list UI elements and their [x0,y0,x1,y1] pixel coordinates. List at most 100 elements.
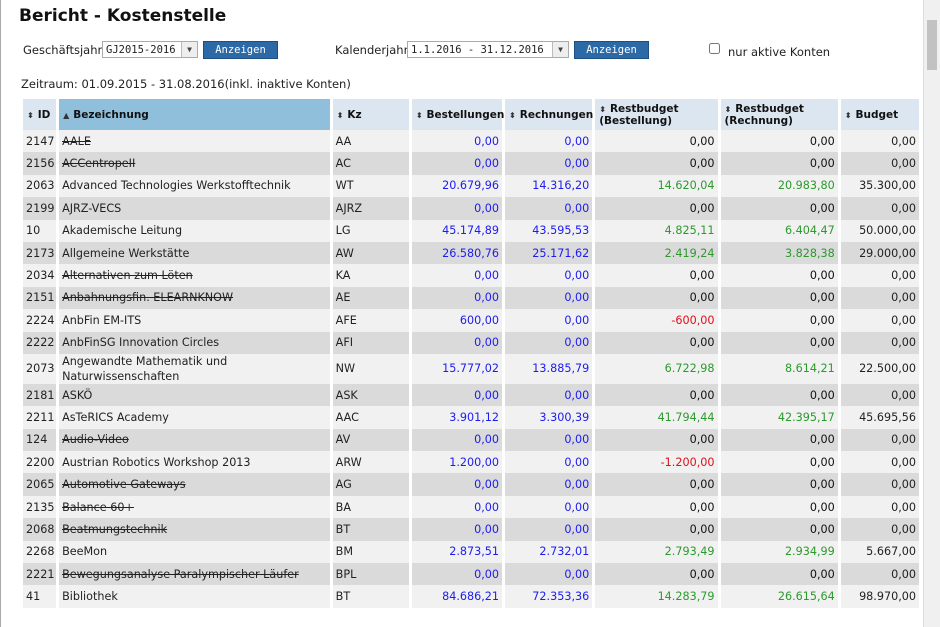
amount-cell: 8.614,21 [720,353,838,384]
amount-cell: 0,00 [720,309,838,332]
table-row[interactable]: 2034 Alternativen zum Löten KA 0,00 0,00 0,00… [23,264,919,287]
table-row[interactable]: 2268 BeeMon BM 2.873,51 2.732,01 2.793,49 2.93… [23,540,919,564]
column-header[interactable]: ⬍ Bestellungen [411,99,504,130]
cell: KA [332,264,409,287]
amount-cell: 0,00 [505,286,593,310]
table-row[interactable]: 2181 ASKÖ ASK 0,00 0,00 0,00 0,00 0,00 [23,383,919,407]
amount-cell: 0,00 [840,331,919,354]
amount-cell: 72.353,36 [505,585,593,608]
amount-cell: 0,00 [840,197,919,220]
table-row[interactable]: 2147 AALE AA 0,00 0,00 0,00 0,00 0,00 [23,130,919,153]
amount-cell: 0,00 [505,309,593,332]
amount-cell: 0,00 [595,152,718,175]
table-row[interactable]: 2068 Beatmungstechnik BT 0,00 0,00 0,00 0,00 0,… [23,518,919,541]
cell: 2151 [23,286,57,310]
sort-icon: ⬍ [724,104,732,114]
column-header[interactable]: ⬍ Rechnungen [505,99,593,130]
amount-cell: 0,00 [840,451,919,474]
name-cell: Akademische Leitung [59,219,330,242]
table-row[interactable]: 2073 Angewandte Mathematik und Naturwisse… [23,353,919,384]
table-row[interactable]: 2156 ACCentropeII AC 0,00 0,00 0,00 0,00 0,00 [23,152,919,175]
table-row[interactable]: 2151 Anbahnungsfin. ELEARNKNOW AE 0,00 0,00 0… [23,286,919,310]
amount-cell: 0,00 [411,152,503,175]
cell: AJRZ [332,197,409,220]
cell: BT [332,585,409,608]
table-row[interactable]: 2173 Allgemeine Werkstätte AW 26.580,76 25.1… [23,241,919,265]
column-header[interactable]: ⬍ Restbudget (Bestellung) [595,99,718,130]
amount-cell: 20.983,80 [720,174,838,198]
amount-cell: 0,00 [720,428,838,452]
fiscal-year-value: GJ2015-2016 [106,44,176,56]
table-row[interactable]: 2135 Balance 60+ BA 0,00 0,00 0,00 0,00 0,00 [23,495,919,519]
active-only-checkbox[interactable] [709,43,720,54]
cell: 2034 [23,264,57,287]
period-text: Zeitraum: 01.09.2015 - 31.08.2016(inkl. … [21,77,351,91]
name-cell: Beatmungstechnik [59,518,330,541]
name-cell: Austrian Robotics Workshop 2013 [59,451,330,474]
amount-cell: 0,00 [505,428,593,452]
cell: ASK [332,383,409,407]
amount-cell: 2.732,01 [505,540,593,564]
name-cell: Balance 60+ [59,495,330,519]
table-row[interactable]: 10 Akademische Leitung LG 45.174,89 43.595,5… [23,219,919,242]
page-title: Bericht - Kostenstelle [19,6,227,26]
name-cell: Angewandte Mathematik und Naturwissensch… [59,353,330,384]
table-row[interactable]: 2063 Advanced Technologies Werkstofftechn… [23,174,919,198]
sort-icon: ⬍ [844,110,852,120]
column-header[interactable]: ⬍ Kz [332,99,409,130]
sort-icon: ▲ [63,110,70,120]
amount-cell: 50.000,00 [840,219,919,242]
amount-cell: 0,00 [720,495,838,519]
amount-cell: 0,00 [595,518,718,541]
amount-cell: 0,00 [720,264,838,287]
column-header-text: ID [37,108,51,121]
cell: 2063 [23,174,57,198]
amount-cell: 1.200,00 [411,451,503,474]
table-row[interactable]: 2200 Austrian Robotics Workshop 2013 ARW 1.… [23,451,919,474]
table-row[interactable]: 2222 AnbFinSG Innovation Circles AFI 0,00 0,… [23,331,919,354]
amount-cell: 0,00 [720,518,838,541]
table-row[interactable]: 41 Bibliothek BT 84.686,21 72.353,36 14.283,7… [23,585,919,608]
table-row[interactable]: 2065 Automotive Gateways AG 0,00 0,00 0,00 0,0… [23,473,919,496]
name-cell: BeeMon [59,540,330,564]
cell: 2135 [23,495,57,519]
scroll-thumb[interactable] [927,20,937,70]
amount-cell: 3.300,39 [505,406,593,429]
cell: BT [332,518,409,541]
cell: 2147 [23,130,57,153]
amount-cell: 3.901,12 [411,406,503,429]
cell: AE [332,286,409,310]
amount-cell: 0,00 [840,309,919,332]
amount-cell: 0,00 [840,264,919,287]
column-header[interactable]: ▲ Bezeichnung [59,99,330,130]
column-header-text: Restbudget (Bestellung) [599,102,679,127]
column-header[interactable]: ⬍ Budget [840,99,919,130]
table-row[interactable]: 124 Audio-Video AV 0,00 0,00 0,00 0,00 0,00 [23,428,919,452]
calendar-year-select[interactable]: 1.1.2016 - 31.12.2016 ▼ [407,41,569,58]
table-row[interactable]: 2224 AnbFin EM-ITS AFE 600,00 0,00 -600,00 0,0… [23,309,919,332]
amount-cell: 0,00 [840,428,919,452]
show-button[interactable]: Anzeigen [574,41,649,59]
column-header[interactable]: ⬍ ID [23,99,57,130]
amount-cell: 14.620,04 [595,174,718,198]
amount-cell: 0,00 [595,331,718,354]
name-cell: Alternativen zum Löten [59,264,330,287]
amount-cell: 0,00 [411,473,503,496]
amount-cell: 0,00 [595,495,718,519]
amount-cell: 0,00 [840,495,919,519]
column-header[interactable]: ⬍ Restbudget (Rechnung) [720,99,838,130]
table-row[interactable]: 2211 AsTeRICS Academy AAC 3.901,12 3.300,39 4… [23,406,919,429]
scrollbar[interactable] [923,0,940,627]
cell: BM [332,540,409,564]
amount-cell: 0,00 [411,331,503,354]
cell: 2211 [23,406,57,429]
fiscal-year-select[interactable]: GJ2015-2016 ▼ [102,41,198,58]
amount-cell: 0,00 [595,197,718,220]
cell: 2156 [23,152,57,175]
amount-cell: 45.174,89 [411,219,503,242]
show-button[interactable]: Anzeigen [203,41,278,59]
table-row[interactable]: 2221 Bewegungsanalyse Paralympischer Läuf… [23,563,919,586]
cell: AFE [332,309,409,332]
amount-cell: 42.395,17 [720,406,838,429]
table-row[interactable]: 2199 AJRZ-VECS AJRZ 0,00 0,00 0,00 0,00 0,00 [23,197,919,220]
